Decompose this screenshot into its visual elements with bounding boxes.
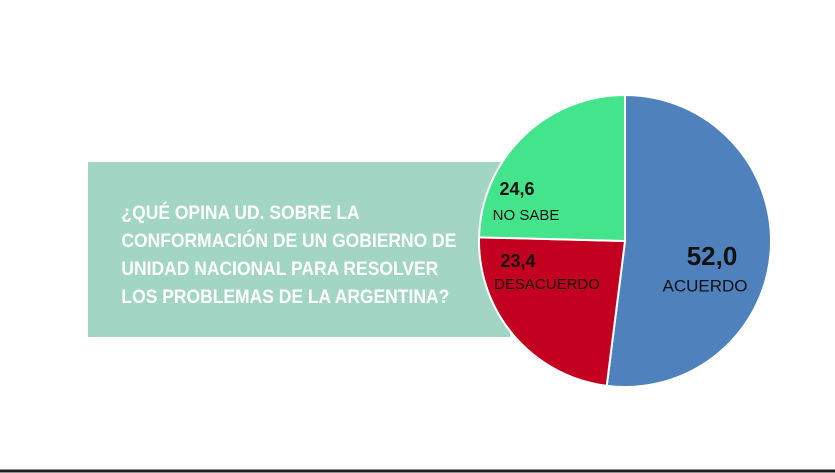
category-label: DESACUERDO — [494, 276, 600, 293]
question-line: CONFORMACIÓN DE UN GOBIERNO DE — [121, 229, 456, 251]
value-label: 24,6 — [499, 179, 534, 199]
pie-slice — [478, 93, 626, 243]
value-label: 52,0 — [687, 241, 738, 271]
question-box — [88, 162, 510, 337]
question-line: ¿QUÉ OPINA UD. SOBRE LA — [121, 201, 359, 223]
value-label: 23,4 — [500, 251, 535, 271]
pie-slice — [605, 93, 772, 388]
question-line: UNIDAD NACIONAL PARA RESOLVER — [121, 257, 438, 279]
question-line: LOS PROBLEMAS DE LA ARGENTINA? — [121, 285, 449, 307]
pie-slice — [478, 236, 627, 387]
category-label: NO SABE — [493, 207, 560, 224]
category-label: ACUERDO — [662, 276, 747, 295]
